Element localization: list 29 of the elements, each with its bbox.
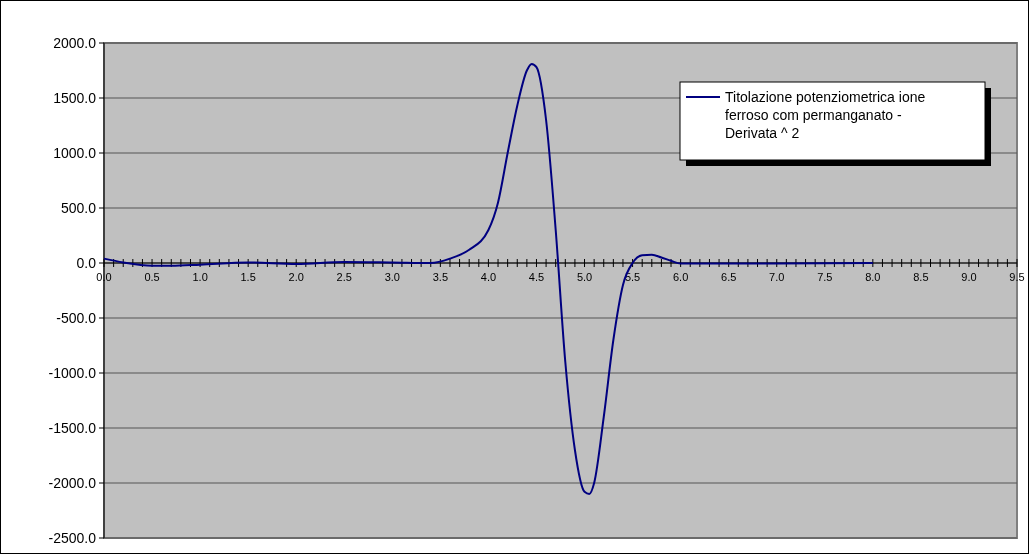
x-tick-label: 9.0: [961, 271, 977, 283]
x-tick-label: 0.5: [144, 271, 160, 283]
x-tick-label: 6.0: [672, 271, 689, 283]
x-tick-label: 4.0: [480, 271, 497, 283]
x-tick-label: 1.0: [192, 271, 208, 283]
x-tick-label: 8.0: [865, 271, 881, 283]
y-tick-label: -500.0: [56, 309, 97, 326]
legend-label: Titolazione potenziometrica ione ferroso com permanganato - Derivata ^ 2: [725, 89, 926, 141]
y-tick-label: -1500.0: [48, 419, 97, 436]
y-tick-label: 1000.0: [53, 144, 97, 161]
x-tick-label: 3.5: [432, 271, 449, 283]
y-tick-label: 0.0: [76, 254, 97, 271]
x-tick-label: 3.0: [384, 271, 400, 283]
x-tick-label: 8.5: [913, 271, 929, 283]
y-tick-label: 500.0: [60, 199, 97, 216]
y-tick-label: 1500.0: [53, 89, 97, 106]
x-tick-label: 4.5: [528, 271, 545, 283]
x-tick-label: 2.5: [336, 271, 352, 283]
y-tick-label: -1000.0: [48, 364, 97, 381]
y-tick-label: 2000.0: [53, 34, 97, 51]
x-tick-label: 1.5: [240, 271, 256, 283]
x-tick-label: 9.5: [1009, 271, 1025, 283]
x-tick-label: 7.0: [769, 271, 785, 283]
x-tick-label: 5.0: [576, 271, 593, 283]
y-tick-label: -2000.0: [48, 474, 97, 491]
y-tick-label: -2500.0: [48, 529, 97, 546]
x-tick-label: 2.0: [288, 271, 304, 283]
x-tick-label: 7.5: [817, 271, 833, 283]
x-tick-label: 6.5: [721, 271, 737, 283]
